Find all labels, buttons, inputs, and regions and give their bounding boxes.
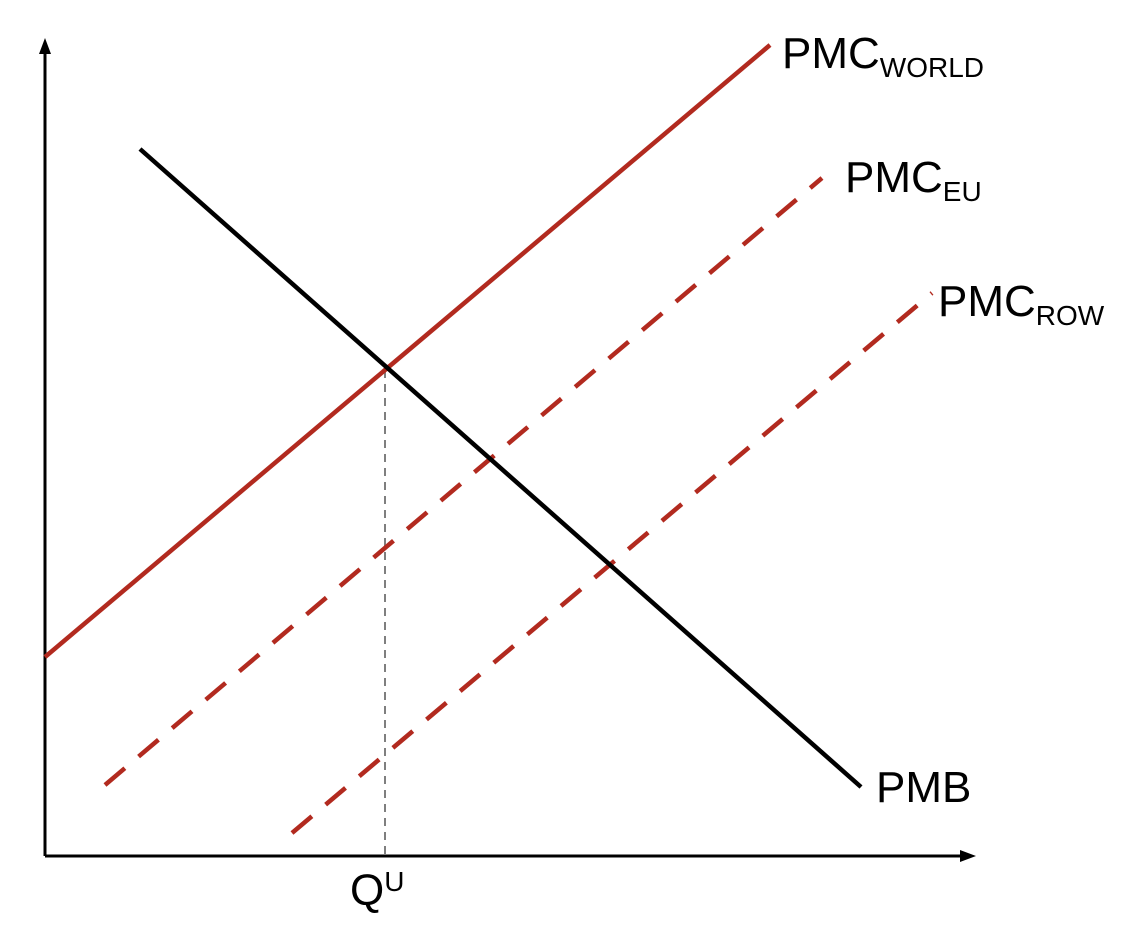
pmb-curve <box>138 147 863 789</box>
qu-label-sup: U <box>384 866 404 897</box>
pmc-row-label-sub: ROW <box>1036 300 1105 331</box>
pmc-world-label: PMCWORLD <box>782 29 984 83</box>
pmc-world-label-sub: WORLD <box>880 52 984 83</box>
qu-label: QU <box>350 866 404 915</box>
pmc-row-label-main: PMC <box>938 277 1036 326</box>
pmc-row-label: PMCROW <box>938 277 1105 331</box>
pmc-eu-label-sub: EU <box>943 176 982 207</box>
pmc-eu-label-main: PMC <box>845 153 943 202</box>
x-axis-arrowhead <box>960 850 976 862</box>
pmc-world-curve <box>43 43 772 659</box>
pmc-world-label-main: PMC <box>782 29 880 78</box>
y-axis-arrowhead <box>39 38 51 54</box>
qu-label-main: Q <box>350 866 384 915</box>
pmb-label: PMB <box>876 763 971 812</box>
pmc-eu-curve <box>103 176 824 787</box>
pmc-row-curve <box>290 291 934 835</box>
pmc-eu-label: PMCEU <box>845 153 982 207</box>
